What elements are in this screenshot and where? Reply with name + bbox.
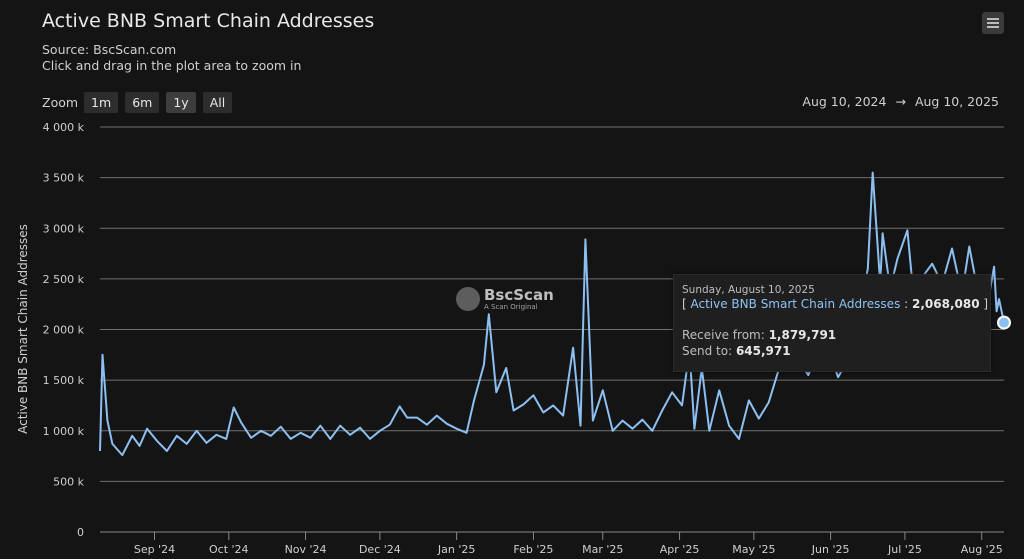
- zoom-hint: Click and drag in the plot area to zoom …: [42, 58, 302, 73]
- y-tick-label: 1 000 k: [43, 425, 85, 438]
- tooltip-series-value: 2,068,080: [912, 297, 980, 311]
- x-tick-label: Oct '24: [209, 543, 249, 556]
- date-range[interactable]: Aug 10, 2024 → Aug 10, 2025: [802, 94, 999, 109]
- tooltip-send-value: 645,971: [735, 344, 791, 358]
- y-axis-labels: 0 500 k 1 000 k 1 500 k 2 000 k 2 500 k 3 000 …: [43, 121, 85, 539]
- y-tick-label: 3 500 k: [43, 172, 85, 185]
- tooltip-series: [ Active BNB Smart Chain Addresses : 2,0…: [682, 297, 988, 311]
- y-tick-label: 500 k: [53, 475, 84, 488]
- x-tick-label: Sep '24: [134, 543, 175, 556]
- source-label: Source: BscScan.com: [42, 42, 177, 57]
- range-from[interactable]: Aug 10, 2024: [802, 94, 887, 109]
- tooltip-bracket-close: ]: [979, 297, 989, 311]
- zoom-label: Zoom: [42, 95, 79, 110]
- x-tick-label: Jun '25: [811, 543, 850, 556]
- x-tick-label: Jan '25: [437, 543, 475, 556]
- y-tick-label: 1 500 k: [43, 374, 85, 387]
- y-tick-label: 3 000 k: [43, 222, 85, 235]
- zoom-all-button[interactable]: All: [202, 92, 233, 113]
- x-tick-label: Aug '25: [961, 543, 1003, 556]
- bscscan-watermark: BscScan A Scan Original: [456, 287, 554, 311]
- y-tick-label: 2 500 k: [43, 273, 85, 286]
- zoom-6m-button[interactable]: 6m: [125, 92, 160, 113]
- tooltip-send: Send to: 645,971: [682, 344, 791, 358]
- hover-point[interactable]: [997, 315, 1011, 330]
- x-tick-label: Jul '25: [887, 543, 922, 556]
- tooltip-separator: :: [900, 297, 912, 311]
- chart-title: Active BNB Smart Chain Addresses: [42, 10, 375, 32]
- x-tick-label: Apr '25: [660, 543, 700, 556]
- range-arrow: →: [895, 94, 906, 109]
- tooltip-send-label: Send to:: [682, 344, 736, 358]
- tooltip-series-name: Active BNB Smart Chain Addresses: [690, 297, 901, 311]
- x-tick-label: May '25: [732, 543, 775, 556]
- range-to[interactable]: Aug 10, 2025: [914, 94, 999, 109]
- zoom-1m-button[interactable]: 1m: [84, 92, 119, 113]
- x-axis: Sep '24 Oct '24 Nov '24 Dec '24 Jan '25 Feb '…: [134, 532, 1003, 556]
- watermark-tagline: A Scan Original: [484, 302, 538, 311]
- zoom-bar: Zoom 1m 6m 1y All: [42, 92, 239, 113]
- tooltip-receive: Receive from: 1,879,791: [682, 328, 836, 342]
- y-tick-label: 2 000 k: [43, 324, 85, 337]
- y-tick-label: 0: [77, 526, 84, 539]
- bscscan-logo-icon: [456, 287, 480, 311]
- x-tick-label: Dec '24: [359, 543, 401, 556]
- y-tick-label: 4 000 k: [43, 121, 85, 134]
- watermark-name: BscScan: [484, 285, 554, 304]
- x-tick-label: Mar '25: [582, 543, 623, 556]
- tooltip-date: Sunday, August 10, 2025: [682, 284, 815, 296]
- zoom-1y-button[interactable]: 1y: [166, 92, 196, 113]
- series-line-active-addresses[interactable]: [99, 171, 1005, 457]
- tooltip-receive-value: 1,879,791: [768, 328, 837, 342]
- hamburger-menu-icon[interactable]: [982, 12, 1004, 34]
- x-tick-label: Feb '25: [513, 543, 553, 556]
- x-tick-label: Nov '24: [285, 543, 327, 556]
- tooltip-receive-label: Receive from:: [682, 328, 769, 342]
- y-axis-title: Active BNB Smart Chain Addresses: [16, 224, 30, 434]
- tooltip: Sunday, August 10, 2025 [ Active BNB Sma…: [673, 274, 991, 372]
- tooltip-bracket-open: [: [682, 297, 691, 311]
